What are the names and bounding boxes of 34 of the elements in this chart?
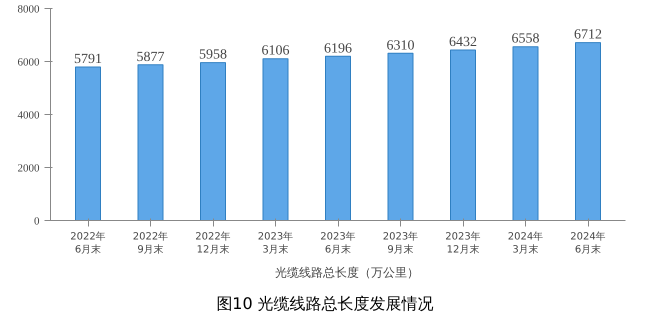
text: 光缆线路总长度（万公里） xyxy=(275,264,419,282)
data-label: 6558 xyxy=(512,32,540,47)
x-tick-label: 2023年 9月末 xyxy=(382,230,418,256)
data-label: 5791 xyxy=(74,52,102,68)
y-tick-label: 2000 xyxy=(18,162,40,174)
x-tick-label: 2023年 12月末 xyxy=(445,230,481,256)
bar xyxy=(75,66,101,220)
bar xyxy=(262,58,288,220)
x-tick-label: 2024年 3月末 xyxy=(508,230,544,256)
bar xyxy=(200,62,226,220)
bar xyxy=(325,56,351,220)
data-label: 6432 xyxy=(449,35,477,50)
bar xyxy=(388,52,414,220)
data-label: 6106 xyxy=(262,44,290,59)
data-label: 6196 xyxy=(324,41,352,56)
bar xyxy=(138,64,164,220)
x-tick-label: 2023年 6月末 xyxy=(320,230,356,256)
data-label: 5877 xyxy=(136,50,164,65)
x-tick-label: 2022年 12月末 xyxy=(195,230,231,256)
bar xyxy=(575,42,601,220)
data-label: 5958 xyxy=(199,48,227,63)
y-tick-label: 8000 xyxy=(18,4,40,16)
data-label: 6712 xyxy=(574,28,602,43)
x-tick-label: 2022年 9月末 xyxy=(132,230,168,256)
bar xyxy=(450,50,476,220)
x-tick-label: 2023年 3月末 xyxy=(258,230,294,256)
y-tick-label: 4000 xyxy=(18,110,40,122)
y-tick-label: 6000 xyxy=(18,56,40,68)
x-tick-label: 2022年 6月末 xyxy=(70,230,106,256)
text: 图10 光缆线路总长度发展情况 xyxy=(216,293,434,315)
y-tick-label: 0 xyxy=(34,216,40,228)
bar xyxy=(512,46,538,220)
data-label: 6310 xyxy=(386,38,414,54)
x-tick-label: 2024年 6月末 xyxy=(570,230,606,256)
